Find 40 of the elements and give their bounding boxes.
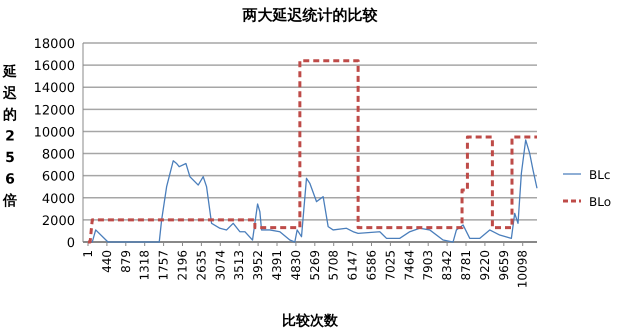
chart-title: 两大延迟统计的比较 <box>242 6 378 24</box>
y-tick-label: 12000 <box>34 103 75 118</box>
y-axis-title: 延迟的256倍 <box>2 64 18 209</box>
x-tick-label: 440 <box>100 250 114 273</box>
x-tick-label: 7464 <box>402 250 416 281</box>
x-tick-label: 7025 <box>383 250 398 281</box>
x-tick-label: 4830 <box>288 250 303 281</box>
y-tick-label: 16000 <box>34 59 75 74</box>
x-axis-title: 比较次数 <box>282 313 339 329</box>
x-tick-label: 2635 <box>194 250 208 281</box>
y-tick-label: 0 <box>66 236 75 251</box>
y-tick-label: 10000 <box>34 125 75 140</box>
y-tick-label: 18000 <box>34 37 75 52</box>
x-tick-label: 3074 <box>213 250 228 281</box>
x-tick-label: 4391 <box>270 250 284 281</box>
x-tick-label: 2196 <box>175 250 190 281</box>
y-tick-label: 8000 <box>42 148 75 163</box>
legend-label: BLc <box>589 168 611 182</box>
x-tick-label: 1 <box>80 250 95 258</box>
x-tick-label: 5269 <box>308 250 322 281</box>
legend-label: BLo <box>589 195 612 209</box>
y-tick-label: 14000 <box>34 81 75 96</box>
x-tick-label: 7903 <box>421 250 436 281</box>
x-tick-label: 9220 <box>478 250 492 281</box>
x-tick-label: 5708 <box>326 250 341 281</box>
line-series <box>86 59 538 244</box>
x-tick-label: 8342 <box>440 250 454 281</box>
y-tick-label: 6000 <box>42 170 75 185</box>
x-tick-label: 1318 <box>138 250 152 281</box>
x-tick-label: 3513 <box>232 250 246 281</box>
x-tick-label: 8781 <box>459 250 474 281</box>
y-tick-label: 4000 <box>42 192 75 207</box>
x-tick-label: 6586 <box>364 250 378 281</box>
x-tick-label: 3952 <box>251 250 266 281</box>
x-tick-label: 6147 <box>346 250 360 281</box>
x-tick-label: 1757 <box>156 250 171 281</box>
x-tick-label: 879 <box>118 250 133 273</box>
y-tick-label: 2000 <box>42 214 75 229</box>
x-tick-label: 10098 <box>516 250 530 288</box>
x-tick-label: 9659 <box>496 250 511 281</box>
